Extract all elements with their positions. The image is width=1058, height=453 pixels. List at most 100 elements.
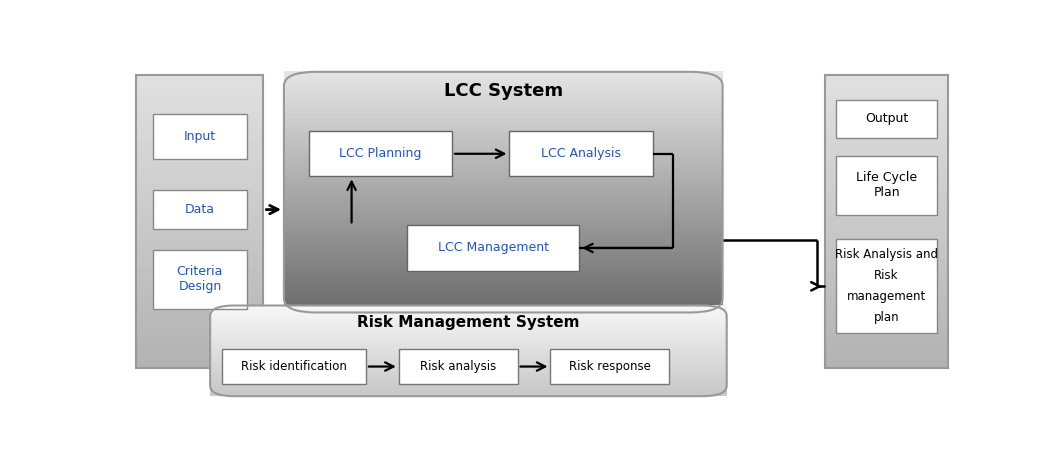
Bar: [136, 302, 263, 306]
Bar: [825, 339, 948, 342]
Bar: [211, 325, 727, 327]
Bar: [211, 375, 727, 376]
Bar: [825, 188, 948, 193]
Bar: [825, 86, 948, 90]
Bar: [284, 120, 723, 122]
Bar: [211, 347, 727, 349]
Bar: [136, 214, 263, 218]
Bar: [211, 313, 727, 314]
Bar: [211, 314, 727, 316]
Bar: [284, 305, 723, 308]
Bar: [825, 130, 948, 134]
Text: Input: Input: [184, 130, 216, 143]
Bar: [136, 225, 263, 229]
Bar: [136, 222, 263, 226]
Bar: [211, 367, 727, 369]
Bar: [825, 192, 948, 196]
Bar: [284, 199, 723, 202]
Bar: [825, 302, 948, 306]
Text: Risk response: Risk response: [569, 360, 651, 373]
Bar: [284, 175, 723, 178]
Bar: [211, 311, 727, 313]
Bar: [136, 342, 263, 346]
Bar: [211, 369, 727, 371]
Bar: [825, 350, 948, 354]
Bar: [136, 155, 263, 159]
Bar: [211, 393, 727, 395]
Bar: [825, 203, 948, 207]
Bar: [825, 199, 948, 203]
Bar: [825, 75, 948, 79]
Bar: [284, 115, 723, 117]
Bar: [136, 273, 263, 277]
Bar: [284, 170, 723, 173]
Bar: [211, 371, 727, 374]
Bar: [136, 97, 263, 101]
Bar: [211, 343, 727, 345]
Bar: [284, 252, 723, 255]
Bar: [825, 101, 948, 105]
Bar: [211, 307, 727, 308]
Bar: [136, 291, 263, 295]
Bar: [284, 160, 723, 163]
Bar: [284, 88, 723, 91]
Bar: [284, 132, 723, 135]
Bar: [136, 331, 263, 335]
Bar: [211, 357, 727, 358]
Bar: [284, 245, 723, 247]
Bar: [825, 361, 948, 365]
Bar: [825, 111, 948, 116]
Bar: [284, 83, 723, 86]
Bar: [211, 351, 727, 352]
Bar: [284, 139, 723, 142]
Bar: [825, 97, 948, 101]
Bar: [136, 324, 263, 328]
Bar: [284, 228, 723, 231]
Bar: [825, 313, 948, 317]
Bar: [284, 216, 723, 219]
Bar: [136, 196, 263, 200]
Bar: [825, 218, 948, 222]
Bar: [136, 284, 263, 288]
Bar: [211, 331, 727, 333]
Text: LCC Planning: LCC Planning: [340, 147, 421, 160]
Bar: [136, 163, 263, 167]
Bar: [211, 394, 727, 396]
Bar: [136, 90, 263, 94]
Bar: [211, 328, 727, 330]
Bar: [284, 218, 723, 221]
Bar: [284, 122, 723, 125]
Bar: [825, 357, 948, 361]
Bar: [284, 206, 723, 209]
Bar: [825, 247, 948, 251]
Bar: [284, 107, 723, 111]
Bar: [825, 299, 948, 302]
Bar: [284, 165, 723, 168]
Bar: [284, 91, 723, 93]
Text: Risk identification: Risk identification: [241, 360, 347, 373]
Bar: [825, 167, 948, 170]
Bar: [825, 170, 948, 174]
Bar: [825, 342, 948, 346]
Bar: [284, 151, 723, 154]
Bar: [136, 218, 263, 222]
Bar: [825, 214, 948, 218]
Bar: [136, 361, 263, 365]
Bar: [284, 204, 723, 207]
Bar: [136, 265, 263, 270]
Bar: [825, 232, 948, 236]
Bar: [136, 339, 263, 342]
Bar: [825, 317, 948, 321]
Bar: [825, 353, 948, 357]
Bar: [211, 305, 727, 307]
Bar: [284, 233, 723, 236]
FancyBboxPatch shape: [152, 250, 248, 309]
Bar: [284, 213, 723, 216]
Bar: [284, 187, 723, 190]
Bar: [825, 163, 948, 167]
Bar: [284, 211, 723, 214]
Bar: [825, 79, 948, 82]
Bar: [825, 364, 948, 368]
Bar: [284, 266, 723, 269]
Bar: [136, 137, 263, 141]
